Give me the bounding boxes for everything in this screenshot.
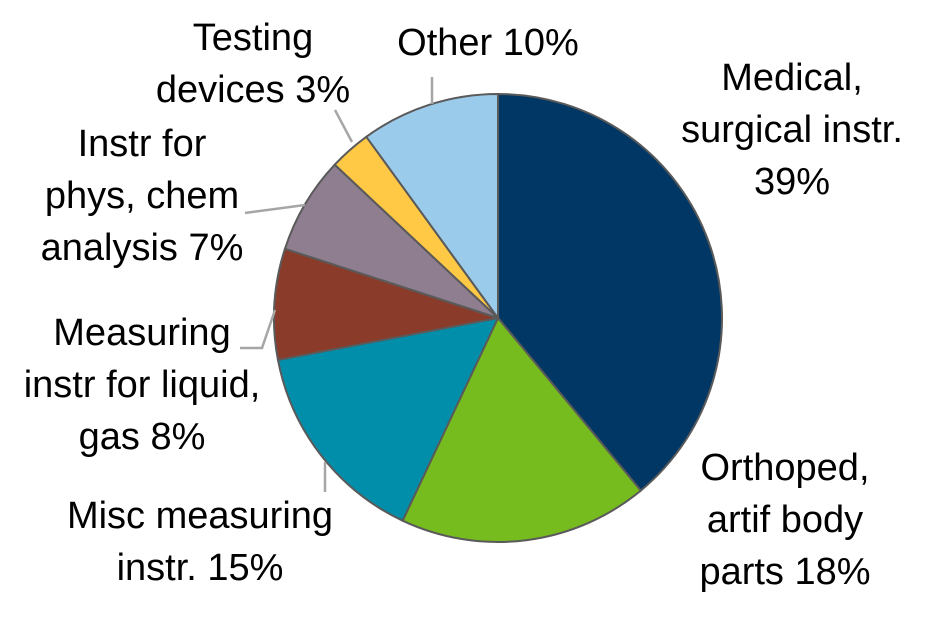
leader-line-testing-devices — [333, 109, 354, 143]
data-label-orthoped-artif-body-parts: Orthoped, artif body parts 18% — [699, 447, 870, 593]
pie-slice-measuring-liquid-gas — [273, 247, 499, 362]
data-label-misc-measuring: Misc measuring instr. 15% — [67, 495, 333, 589]
data-label-other: Other 10% — [397, 22, 579, 64]
pie-labels: Medical, surgical instr. 39% Orthoped, artif… — [24, 17, 903, 593]
data-label-medical-surgical: Medical, surgical instr. 39% — [681, 57, 903, 203]
leader-line-phys-chem-analysis — [244, 203, 306, 215]
data-label-measuring-liquid-gas: Measuring instr for liquid, gas 8% — [24, 312, 261, 458]
data-label-phys-chem-analysis: Instr for phys, chem analysis 7% — [41, 123, 244, 269]
pie-slice-other — [364, 92, 499, 322]
pie-slice-orthoped-artif-body-parts — [401, 316, 643, 543]
pie-slice-misc-measuring — [276, 316, 500, 523]
data-label-testing-devices: Testing devices 3% — [156, 17, 350, 111]
pie-slice-medical-surgical — [497, 92, 723, 492]
leader-line-measuring-liquid-gas — [240, 309, 277, 350]
pie-slices — [273, 92, 723, 543]
